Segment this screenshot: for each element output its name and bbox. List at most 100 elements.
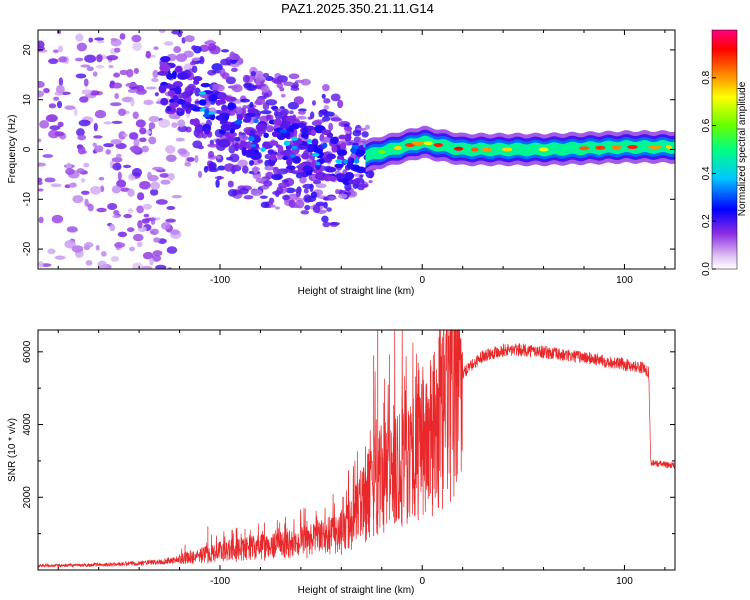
- spectrogram-blob: [241, 146, 247, 156]
- spectrogram-blob: [48, 103, 57, 109]
- spectrogram-blob: [76, 168, 85, 174]
- spectrogram-blob: [334, 163, 344, 169]
- spectrogram-blob: [66, 226, 78, 233]
- spectrogram-blob: [260, 110, 272, 115]
- spectrogram-blob: [315, 201, 326, 207]
- spectrogram-blob: [250, 144, 256, 148]
- spectrogram-blob: [200, 82, 211, 88]
- spectrogram-blob: [52, 49, 59, 54]
- spectrogram-blob: [260, 147, 266, 152]
- spectrogram-blob: [217, 92, 227, 100]
- y-tick-label: 0: [22, 146, 33, 152]
- spectrogram-blob: [153, 46, 159, 50]
- spectrogram-blob: [45, 114, 58, 123]
- spectrogram-blob: [279, 129, 288, 134]
- spectrogram-blob: [243, 195, 254, 200]
- spectrogram-blob: [167, 90, 176, 97]
- spectrogram-blob: [44, 177, 56, 183]
- spectrogram-blob: [336, 149, 348, 157]
- spectrogram-blob: [192, 76, 203, 82]
- spectrogram-ridge-band: [365, 135, 675, 163]
- spectrogram-blob: [132, 233, 144, 242]
- colorbar: 0.0 0.2 0.4 0.6 0.8 Normalized spectral ampl…: [701, 29, 748, 276]
- spectrogram-blob: [262, 72, 270, 78]
- spectrogram-blob: [110, 255, 120, 262]
- spectrogram-blob: [157, 70, 169, 76]
- spectrogram-blob: [304, 204, 311, 211]
- spectrogram-blob: [335, 159, 343, 164]
- spectrogram-blob: [348, 179, 361, 185]
- spectrogram-blob: [145, 86, 157, 90]
- spectrogram-blob: [326, 207, 332, 212]
- spectrogram-blob: [286, 157, 293, 167]
- spectrogram-blob: [329, 136, 339, 145]
- spectrogram-blob: [94, 148, 104, 153]
- spectrogram-blob: [313, 119, 326, 124]
- spectrogram-blob: [220, 58, 231, 66]
- spectrogram-blob: [175, 53, 188, 63]
- spectrogram-blob: [38, 260, 44, 268]
- spectrogram-blob: [293, 96, 305, 105]
- spectrogram-blob: [282, 155, 288, 161]
- spectrogram-blob: [217, 165, 226, 171]
- spectrogram-blob: [85, 260, 93, 266]
- spectrogram-blob: [290, 123, 300, 130]
- spectrogram-blob: [53, 96, 60, 101]
- spectrogram-blob: [38, 138, 42, 143]
- spectrogram-blob: [283, 140, 291, 147]
- spectrogram-blob: [151, 254, 162, 262]
- spectrogram-blob: [355, 147, 366, 157]
- spectrogram-hotspot: [595, 145, 606, 150]
- spectrogram-blob: [77, 145, 86, 155]
- spectrogram-blob: [103, 143, 115, 148]
- spectrogram-blob: [253, 149, 260, 155]
- spectrogram-blob: [285, 187, 296, 194]
- spectrogram-blob: [211, 63, 223, 71]
- spectrogram-blob: [323, 201, 328, 209]
- spectrogram-blob: [315, 162, 321, 166]
- spectrogram-hotspot: [378, 149, 386, 154]
- spectrogram-blob: [97, 260, 107, 269]
- spectrogram-blob: [312, 152, 320, 157]
- spectrogram-blob: [335, 173, 346, 180]
- spectrogram-blob: [245, 112, 256, 118]
- spectrogram-blob: [241, 165, 249, 174]
- colorbar-tick-label: 0.4: [701, 166, 712, 180]
- spectrogram-blob: [323, 196, 329, 201]
- spectrogram-blob: [297, 110, 306, 115]
- spectrogram-blob: [94, 37, 105, 41]
- spectrogram-blob: [122, 133, 128, 137]
- spectrogram-blob: [260, 201, 270, 209]
- spectrogram-blob: [84, 198, 89, 207]
- spectrogram-blob: [198, 99, 207, 106]
- x-tick-label: -100: [210, 275, 230, 286]
- spectrogram-blob: [361, 131, 369, 138]
- spectrogram-blob: [209, 113, 216, 121]
- spectrogram-blob: [295, 115, 307, 120]
- spectrogram-blob: [107, 202, 118, 211]
- spectrogram-blob: [83, 78, 89, 87]
- spectrogram-blob: [109, 80, 115, 85]
- spectrogram-hotspot: [454, 146, 464, 151]
- spectrogram-blob: [236, 114, 243, 121]
- spectrogram-blob: [88, 37, 94, 43]
- spectrogram-blob: [92, 142, 97, 147]
- spectrogram-blob: [227, 102, 235, 111]
- spectrogram-blob: [350, 147, 357, 154]
- spectrogram-blob: [154, 92, 159, 97]
- spectrogram-blob: [117, 108, 127, 117]
- spectrogram-blob: [127, 208, 134, 214]
- spectrogram-blob: [353, 158, 360, 164]
- spectrogram-blob: [128, 132, 139, 140]
- spectrogram-blob: [265, 125, 274, 133]
- spectrogram-blob: [255, 77, 261, 87]
- spectrogram-blob: [303, 188, 309, 194]
- spectrogram-blob: [64, 105, 76, 110]
- spectrogram-blob: [177, 148, 188, 155]
- spectrogram-blob: [112, 162, 122, 171]
- spectrogram-blob: [291, 145, 298, 150]
- spectrogram-blob: [155, 199, 168, 205]
- spectrogram-blob: [76, 42, 88, 52]
- spectrogram-blob: [215, 179, 220, 188]
